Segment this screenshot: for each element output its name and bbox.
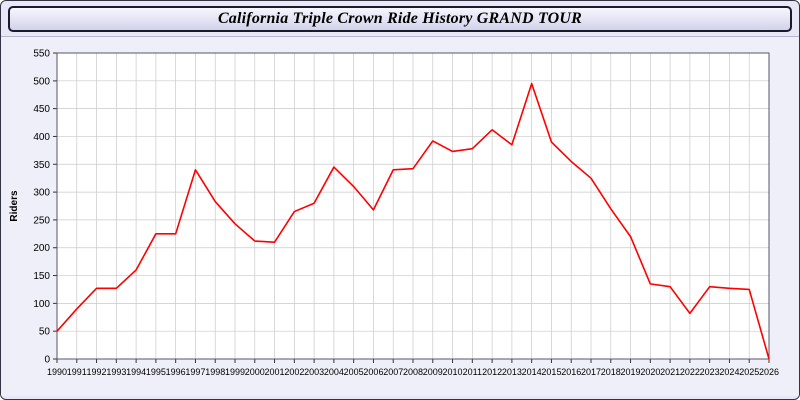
x-tick-label: 1995: [146, 367, 166, 377]
x-tick-label: 2008: [403, 367, 423, 377]
x-tick-label: 2003: [304, 367, 324, 377]
x-tick-label: 1992: [87, 367, 107, 377]
y-tick-label: 200: [33, 243, 50, 254]
y-tick-label: 150: [33, 271, 50, 282]
x-tick-label: 2017: [581, 367, 601, 377]
x-tick-label: 2016: [561, 367, 581, 377]
x-tick-label: 2026: [759, 367, 779, 377]
x-tick-label: 1998: [205, 367, 225, 377]
x-tick-label: 2024: [719, 367, 739, 377]
x-tick-label: 2006: [363, 367, 383, 377]
x-tick-label: 2002: [284, 367, 304, 377]
x-tick-label: 1994: [126, 367, 146, 377]
x-tick-label: 1996: [166, 367, 186, 377]
x-tick-label: 2015: [541, 367, 561, 377]
y-tick-label: 250: [33, 215, 50, 226]
y-tick-label: 50: [39, 327, 51, 338]
y-tick-label: 100: [33, 299, 50, 310]
x-tick-label: 2025: [739, 367, 759, 377]
x-tick-label: 2013: [502, 367, 522, 377]
riders-series-line: [56, 82, 770, 360]
x-tick-label: 2004: [324, 367, 344, 377]
y-tick-label: 400: [33, 132, 50, 143]
y-tick-label: 450: [33, 104, 50, 115]
x-tick-label: 2011: [463, 367, 482, 377]
x-tick-label: 2009: [423, 367, 443, 377]
x-tick-label: 2005: [344, 367, 364, 377]
chart-title: California Triple Crown Ride History GRA…: [217, 10, 583, 27]
y-tick-label: 300: [33, 188, 50, 199]
x-tick-label: 2000: [245, 367, 265, 377]
x-tick-label: 2019: [621, 367, 641, 377]
x-tick-label: 2010: [443, 367, 463, 377]
x-tick-label: 2012: [482, 367, 502, 377]
x-tick-label: 1997: [185, 367, 205, 377]
x-tick-label: 1991: [67, 367, 87, 377]
y-tick-label: 0: [44, 355, 50, 366]
x-tick-label: 2022: [680, 367, 700, 377]
x-tick-label: 1990: [47, 367, 67, 377]
plot-border: [56, 52, 770, 360]
y-tick-label: 350: [33, 160, 50, 171]
x-tick-label: 2023: [700, 367, 720, 377]
x-tick-label: 2014: [522, 367, 542, 377]
x-tick-label: 1999: [225, 367, 245, 377]
y-tick-label: 500: [33, 76, 50, 87]
x-tick-label: 2021: [660, 367, 680, 377]
x-tick-label: 1993: [106, 367, 126, 377]
y-tick-label: 550: [33, 49, 50, 60]
chart-panel: 0 50 100 150 200 250 300 350 400 450 500 550 1990 199…: [1, 36, 799, 396]
y-axis-title: Riders: [9, 190, 20, 222]
x-tick-label: 2018: [601, 367, 621, 377]
x-tick-label: 2007: [383, 367, 403, 377]
chart-title-bar: California Triple Crown Ride History GRA…: [8, 6, 792, 32]
x-tick-label: 2001: [265, 367, 285, 377]
x-tick-label: 2020: [640, 367, 660, 377]
